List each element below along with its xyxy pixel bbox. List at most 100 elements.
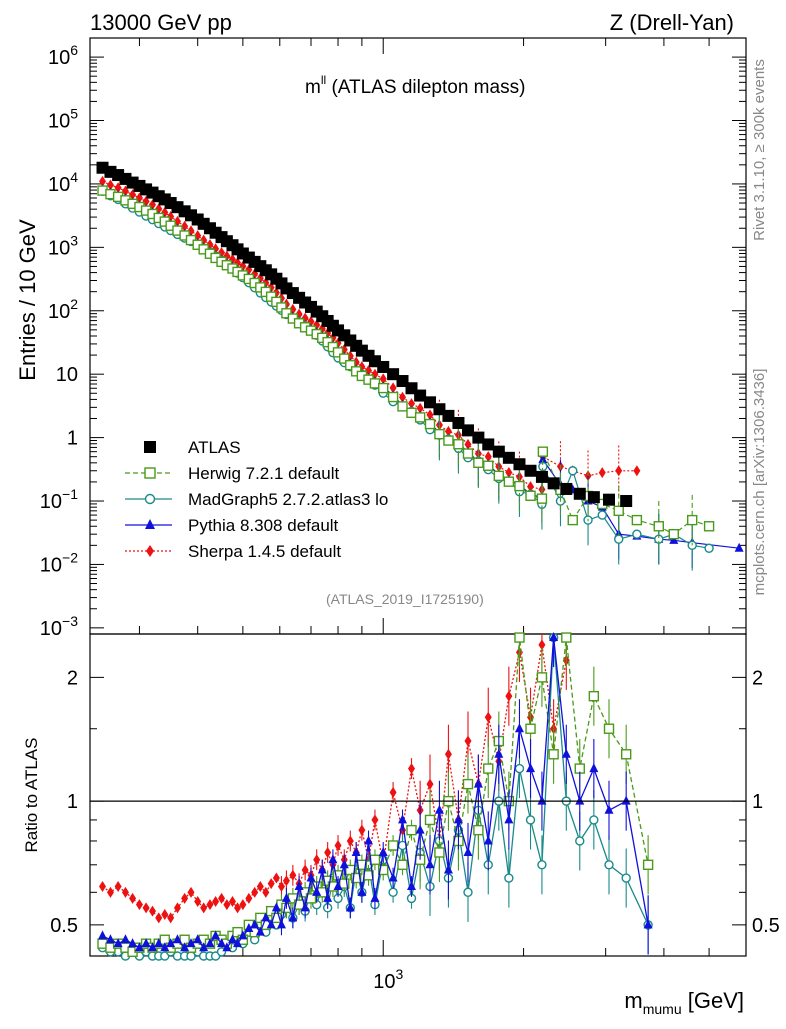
pythia-ratio-point — [312, 886, 322, 896]
sherpa-legend-marker — [146, 545, 154, 557]
sherpa-ratio-point — [194, 895, 202, 907]
herwig-main-point — [345, 359, 356, 371]
pythia-ratio-point — [514, 723, 524, 733]
herwig-ratio-point — [462, 778, 474, 790]
herwig-ratio-point — [548, 749, 559, 760]
sherpa-main-point — [106, 179, 114, 191]
herwig-main-point — [536, 493, 548, 504]
y-tick-label: 105 — [48, 106, 78, 133]
atlas-data-point — [482, 438, 495, 451]
sherpa-main-point — [99, 175, 107, 187]
madgraph-legend-label: MadGraph5 2.7.2.atlas3 lo — [188, 490, 388, 509]
madgraph-ratio-point — [525, 815, 536, 825]
sherpa-legend-label: Sherpa 1.4.5 default — [188, 542, 341, 561]
pythia-ratio-point — [300, 902, 310, 912]
header-left: 13000 GeV pp — [90, 10, 232, 35]
pythia-ratio-point — [561, 748, 571, 758]
pythia-ratio-point — [494, 748, 504, 758]
sherpa-ratio-point — [187, 886, 195, 898]
herwig-main-point — [653, 521, 664, 532]
pythia-ratio-point — [120, 934, 130, 944]
pythia-ratio-point — [370, 892, 380, 902]
pythia-ratio-point — [250, 919, 260, 929]
herwig-main-point — [687, 514, 698, 526]
sherpa-ratio-point — [282, 875, 290, 887]
pythia-ratio-point — [261, 912, 271, 922]
pythia-ratio-point — [180, 942, 190, 952]
sherpa-main-point — [114, 182, 122, 194]
ratio-y-tick-label: 0.5 — [50, 915, 78, 937]
atlas-data-point — [396, 375, 409, 388]
herwig-ratio-point — [397, 859, 408, 871]
pythia-ratio-point — [271, 902, 281, 912]
pythia-ratio-point — [227, 934, 237, 944]
sherpa-ratio-point — [289, 869, 297, 881]
sherpa-ratio-point — [324, 846, 332, 858]
pythia-legend-marker — [145, 519, 155, 529]
herwig-ratio-point — [406, 824, 417, 836]
herwig-main-point — [567, 514, 578, 526]
herwig-ratio-point — [434, 847, 445, 858]
pythia-ratio-point — [549, 632, 559, 642]
atlas-data-point — [126, 176, 139, 189]
legend: ATLAS Herwig 7.2.1 default MadGraph5 2.7.2… — [125, 438, 388, 561]
herwig-main-point — [703, 521, 715, 532]
sherpa-ratio-point — [371, 814, 379, 826]
sherpa-ratio-point — [234, 902, 242, 914]
pythia-ratio-point — [281, 892, 291, 902]
herwig-main-point — [514, 480, 525, 492]
sherpa-ratio-point — [251, 886, 259, 898]
atlas-data-point — [603, 493, 616, 506]
herwig-main-point — [613, 505, 624, 517]
y-axis-label: Entries / 10 GeV — [15, 219, 40, 381]
herwig-main-point — [631, 514, 643, 526]
x-axis-label: mmumu [GeV] — [624, 988, 744, 1017]
pythia-ratio-point — [276, 919, 286, 929]
herwig-main-point — [537, 446, 549, 457]
pythia-ratio-point — [473, 778, 483, 788]
pythia-ratio-point — [166, 938, 176, 948]
atlas-data-point — [424, 396, 437, 409]
herwig-main-point — [483, 460, 494, 471]
atlas-data-point — [452, 416, 465, 429]
atlas-data-point — [560, 482, 573, 495]
atlas-data-point — [620, 495, 633, 508]
pythia-ratio-point — [339, 859, 349, 869]
sherpa-ratio-point — [206, 899, 214, 911]
herwig-ratio-line — [102, 637, 649, 953]
madgraph-main-point — [568, 466, 578, 476]
x-tick-label: 103 — [373, 966, 403, 993]
madgraph-ratio-point — [575, 836, 585, 846]
herwig-ratio-point — [473, 824, 484, 836]
herwig-main-point — [406, 407, 417, 419]
sherpa-ratio-point — [505, 690, 513, 702]
herwig-ratio-point — [603, 723, 615, 734]
sherpa-ratio-point — [277, 880, 285, 892]
main-series-group — [96, 161, 744, 571]
pythia-ratio-point — [317, 864, 327, 874]
herwig-main-point — [387, 391, 399, 403]
mcplots-label: mcplots.cern.ch [arXiv:1306.3436] — [751, 369, 768, 596]
pythia-ratio-point — [222, 942, 232, 952]
herwig-ratio-point — [339, 878, 350, 889]
atlas-data-point — [414, 389, 427, 402]
pythia-ratio-point — [333, 880, 343, 890]
atlas-data-point — [472, 431, 485, 444]
pythia-ratio-point — [443, 864, 453, 874]
herwig-ratio-point — [536, 672, 548, 683]
y-tick-label: 10−1 — [40, 486, 78, 513]
herwig-legend-label: Herwig 7.2.1 default — [188, 464, 339, 483]
sherpa-ratio-point — [426, 778, 434, 790]
sherpa-ratio-point — [200, 902, 208, 914]
herwig-ratio-point — [271, 912, 282, 924]
pythia-ratio-point — [388, 872, 398, 882]
herwig-ratio-point — [322, 875, 333, 886]
sherpa-main-point — [505, 466, 513, 478]
sherpa-ratio-point — [267, 878, 275, 890]
herwig-main-point — [378, 382, 389, 394]
pythia-ratio-point — [172, 934, 182, 944]
sherpa-ratio-point — [223, 899, 231, 911]
sherpa-ratio-point — [173, 902, 181, 914]
sherpa-main-line — [102, 180, 637, 491]
